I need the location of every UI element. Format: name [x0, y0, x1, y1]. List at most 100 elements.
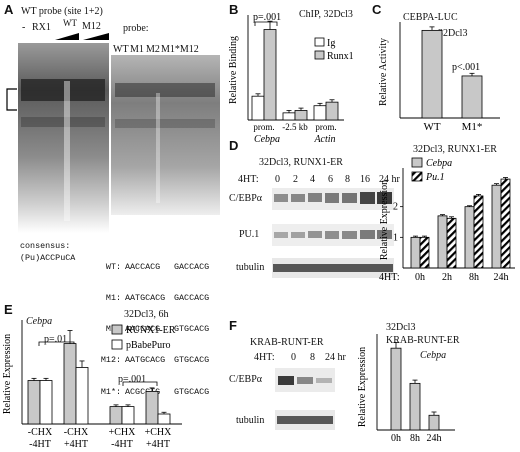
shift-bracket — [6, 88, 17, 111]
chart-b-ylabel: Relative Binding — [228, 36, 239, 104]
d-blot-cebpa — [272, 188, 394, 210]
chart-b-bar-ig-1 — [282, 112, 296, 121]
panel-f-blot-title: KRAB-RUNT-ER — [250, 337, 324, 348]
chart-f-xtick-0: 0h — [391, 433, 401, 444]
chart-e-bar-0-1 — [63, 343, 77, 425]
chart-e-legend-label-0: RUNX1-ER — [126, 325, 176, 336]
chart-c-xtick-1: M1* — [462, 121, 483, 133]
lane-label-rx1: RX1 — [32, 22, 51, 33]
lane-label-m1: M1 — [130, 44, 144, 55]
chart-d-bar-1-2 — [473, 195, 484, 269]
row-m2-seq1: AACCACG — [125, 324, 161, 335]
panel-e-p2: p=.001 — [118, 374, 147, 385]
lane-label-wt: WT — [63, 18, 77, 28]
chart-b-legend-label-0: Ig — [327, 38, 335, 49]
f-time-24: 24 hr — [325, 352, 346, 363]
chart-c-bar-1 — [461, 75, 483, 119]
lane-label-m12: M12 — [82, 21, 101, 32]
chart-e-ylabel: Relative Expression — [2, 334, 13, 414]
d-time-8: 8 — [345, 174, 350, 185]
chart-e-bar-0-3 — [145, 390, 159, 425]
lane-label-m2: M2 — [146, 44, 160, 55]
panel-e-p1: p=.01 — [44, 334, 68, 345]
chart-e-legend-swatch-1 — [111, 339, 123, 350]
chart-e-xtick-line: +4HT — [64, 439, 88, 450]
chart-e: Relative Expression-CHX -4HT-CHX +4HT+CHX -… — [2, 320, 182, 450]
chart-c: Relative Activity WT M1* p<.001 — [378, 22, 500, 133]
panel-d-letter: D — [229, 138, 239, 153]
d-time-6: 6 — [328, 174, 333, 185]
chart-d-legend-label-0: Cebpa — [426, 158, 452, 169]
chart-b-bar-ig-0 — [251, 95, 265, 121]
d-blot-pu1 — [272, 224, 394, 246]
chart-d-legend-label-1: Pu.1 — [425, 172, 445, 183]
panel-f-chart-title2: KRAB-RUNT-ER — [386, 335, 460, 346]
consensus-left-seq: (Pu)ACCPuCA — [20, 253, 76, 263]
chart-b-bar-runx1-2 — [325, 101, 339, 121]
chart-d-xlabel: 4HT: — [379, 272, 400, 283]
row-wt-seq1: AACCACG — [125, 261, 161, 272]
chart-e-bar-0-2 — [109, 406, 123, 425]
chart-d-bar-0-1 — [437, 215, 448, 269]
chart-f-bar-1 — [409, 382, 421, 431]
row-m1-seq2: GACCACG — [174, 293, 210, 304]
chart-e-xtick-line: -CHX — [28, 427, 53, 438]
f-blot-cebpa — [275, 368, 335, 392]
chart-e-xtick-3: +CHX +4HT — [145, 427, 173, 450]
panel-f-time-label: 4HT: — [254, 352, 275, 363]
d-time-24: 24 hr — [379, 174, 400, 185]
chart-b-xtick-1: -2.5 kb — [282, 122, 308, 132]
chart-f-bar-0 — [390, 347, 402, 431]
chart-d-xtick-0: 0h — [415, 272, 425, 283]
chart-d-bar-1-0 — [419, 236, 430, 269]
row-m2-seq2: GTGCACG — [174, 324, 210, 335]
row-m1star-seq2: GTGCACG — [174, 386, 210, 397]
row-m1star-seq1: ACGCCTG — [125, 386, 161, 397]
f-row-cebpa: C/EBPα — [229, 374, 263, 385]
chart-e-xtick-2: +CHX -4HT — [109, 427, 137, 450]
d-time-2: 2 — [293, 174, 298, 185]
panel-e-letter: E — [4, 302, 13, 317]
chart-b-pvalue: p=.001 — [253, 12, 281, 23]
chart-e-bar-0-0 — [27, 380, 41, 425]
panel-e-title: 32Dcl3, 6h — [124, 309, 169, 320]
row-m12-seq2: GTGCACG — [174, 355, 210, 366]
d-time-16: 16 — [360, 174, 370, 185]
d-time-0: 0 — [275, 174, 280, 185]
chart-b-legend-label-1: Runx1 — [327, 51, 354, 62]
panel-a-letter: A — [4, 2, 14, 17]
row-m12-name: M12: — [100, 355, 121, 366]
panel-d-chart-title: 32Dcl3, RUNX1-ER — [413, 144, 497, 155]
d-row-tubulin: tubulin — [236, 262, 265, 273]
panel-d-blot-title: 32Dcl3, RUNX1-ER — [259, 157, 343, 168]
f-blot-tubulin — [275, 410, 335, 430]
f-time-8: 8 — [310, 352, 315, 363]
chart-c-bar-0 — [421, 29, 443, 119]
chart-e-bar-1-3 — [157, 413, 171, 425]
panel-e-gene: Cebpa — [26, 316, 53, 327]
chart-d-ytick-label-2: 2 — [393, 202, 398, 213]
chart-d-legend-swatch-0 — [411, 157, 423, 168]
chart-d: Relative Expression 1 2 0h 2h 8h 24h 4HT: Cebpa P… — [379, 157, 515, 283]
chart-e-legend-swatch-0 — [111, 324, 123, 335]
chart-d-xtick-1: 2h — [442, 272, 452, 283]
chart-e-bar-1-2 — [121, 406, 135, 425]
chart-b-group-cebpa: Cebpa — [254, 134, 280, 145]
panel-a-title: WT probe (site 1+2) — [21, 6, 103, 17]
panel-b-header: ChIP, 32Dcl3 — [299, 9, 353, 20]
chart-f-xtick-2: 24h — [427, 433, 442, 444]
chart-d-bar-0-3 — [491, 184, 502, 269]
lane-label-m1m12: M1*M12 — [161, 44, 199, 55]
chart-b-xtick-2: prom. — [315, 122, 336, 132]
chart-b-legend-swatch-1 — [314, 50, 325, 60]
chart-d-ytick-label-1: 1 — [393, 232, 398, 243]
panel-f-gene: Cebpa — [420, 350, 447, 361]
chart-f-ylabel: Relative Expression — [357, 347, 368, 427]
panel-b-letter: B — [229, 2, 239, 17]
f-row-tubulin: tubulin — [236, 415, 265, 426]
chart-e-xtick-line: +CHX — [109, 427, 137, 438]
emsa-gel-image — [18, 43, 220, 233]
chart-c-xtick-0: WT — [423, 121, 440, 133]
chart-d-bar-0-0 — [410, 236, 421, 269]
chart-d-bar-0-2 — [464, 206, 475, 269]
